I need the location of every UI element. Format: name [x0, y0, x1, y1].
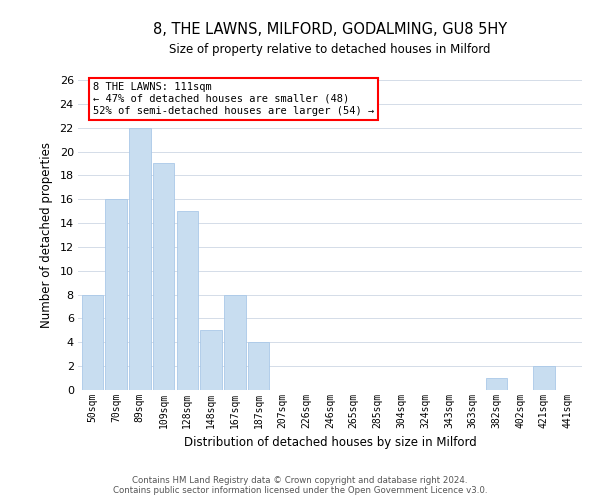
X-axis label: Distribution of detached houses by size in Milford: Distribution of detached houses by size …: [184, 436, 476, 450]
Bar: [533, 366, 554, 390]
Text: Contains HM Land Registry data © Crown copyright and database right 2024.
Contai: Contains HM Land Registry data © Crown c…: [113, 476, 487, 495]
Text: 8 THE LAWNS: 111sqm
← 47% of detached houses are smaller (48)
52% of semi-detach: 8 THE LAWNS: 111sqm ← 47% of detached ho…: [93, 82, 374, 116]
Bar: [224, 294, 245, 390]
Bar: [248, 342, 269, 390]
Bar: [129, 128, 151, 390]
Y-axis label: Number of detached properties: Number of detached properties: [40, 142, 53, 328]
Bar: [106, 199, 127, 390]
Text: Size of property relative to detached houses in Milford: Size of property relative to detached ho…: [169, 42, 491, 56]
Text: 8, THE LAWNS, MILFORD, GODALMING, GU8 5HY: 8, THE LAWNS, MILFORD, GODALMING, GU8 5H…: [153, 22, 507, 38]
Bar: [153, 164, 174, 390]
Bar: [176, 211, 198, 390]
Bar: [200, 330, 222, 390]
Bar: [486, 378, 507, 390]
Bar: [82, 294, 103, 390]
